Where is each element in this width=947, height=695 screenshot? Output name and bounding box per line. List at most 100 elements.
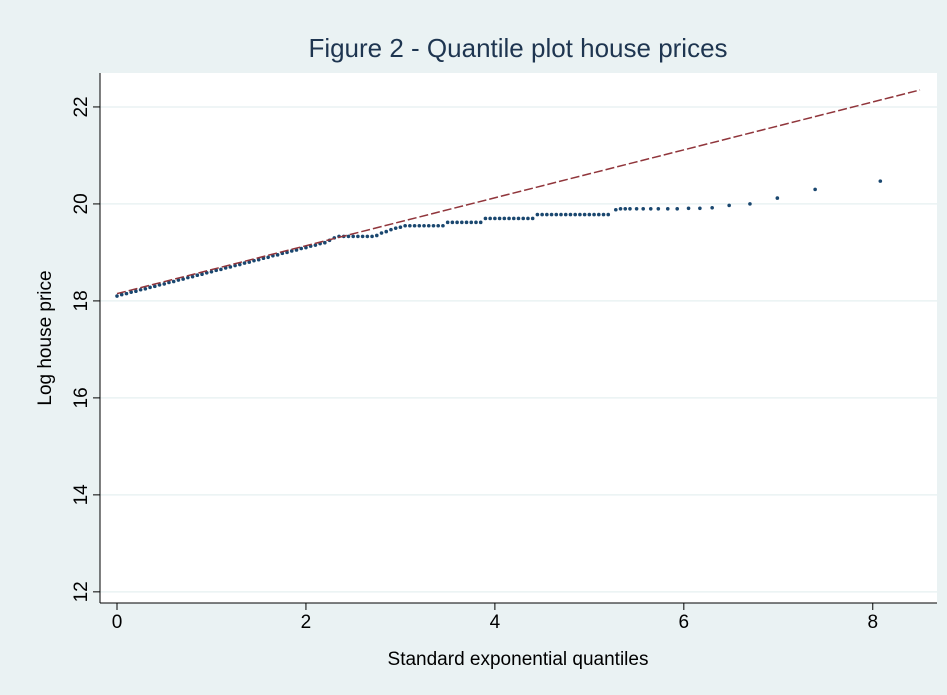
data-point xyxy=(559,212,563,217)
data-point xyxy=(190,274,195,279)
data-point xyxy=(511,216,516,221)
data-point xyxy=(474,220,478,225)
data-point xyxy=(493,216,497,221)
data-point xyxy=(634,206,639,211)
data-point xyxy=(656,206,661,211)
data-point xyxy=(535,212,540,217)
data-point xyxy=(356,234,360,239)
data-point xyxy=(578,212,582,217)
data-point xyxy=(176,278,181,282)
data-point xyxy=(488,216,492,221)
data-point xyxy=(379,231,384,235)
data-point xyxy=(351,234,355,239)
data-point xyxy=(115,294,119,298)
data-point xyxy=(408,223,412,228)
x-tick-label: 4 xyxy=(490,612,501,633)
data-point xyxy=(648,206,653,211)
data-point xyxy=(596,212,601,217)
y-tick-label: 22 xyxy=(71,96,92,117)
data-point xyxy=(587,212,592,217)
data-point xyxy=(445,220,450,225)
data-point xyxy=(186,275,190,280)
data-point xyxy=(167,280,171,285)
data-point xyxy=(554,212,559,217)
data-point xyxy=(247,260,252,264)
data-point xyxy=(727,203,731,208)
data-point xyxy=(195,273,200,278)
data-point xyxy=(540,212,544,217)
data-point xyxy=(209,270,214,274)
data-point xyxy=(138,287,143,292)
x-tick-label: 8 xyxy=(867,612,878,633)
data-point xyxy=(464,220,469,225)
data-point xyxy=(601,212,606,217)
data-point xyxy=(698,206,702,211)
x-axis-label: Standard exponential quantiles xyxy=(388,649,649,670)
data-point xyxy=(441,223,445,228)
data-point xyxy=(431,223,436,228)
data-point xyxy=(483,216,488,221)
data-point xyxy=(813,187,817,192)
data-point xyxy=(422,223,426,228)
data-point xyxy=(568,212,573,217)
data-point xyxy=(469,220,474,225)
data-point xyxy=(582,212,587,217)
chart-title: Figure 2 - Quantile plot house prices xyxy=(308,33,727,63)
data-point xyxy=(530,216,535,221)
data-point xyxy=(238,262,242,267)
data-point xyxy=(436,223,441,228)
data-point xyxy=(686,206,691,211)
data-point xyxy=(289,249,294,253)
x-tick-label: 6 xyxy=(679,612,690,633)
data-point xyxy=(614,207,618,212)
data-point xyxy=(370,234,374,239)
data-point xyxy=(573,212,577,217)
data-point xyxy=(242,261,247,265)
data-point xyxy=(200,272,204,277)
data-point xyxy=(507,216,511,221)
data-point xyxy=(374,233,379,238)
x-tick-label: 0 xyxy=(112,612,123,633)
data-point xyxy=(152,284,157,289)
data-point xyxy=(204,270,209,275)
data-point xyxy=(181,277,185,281)
data-point xyxy=(455,220,459,225)
data-point xyxy=(275,253,280,257)
data-point xyxy=(549,212,554,217)
y-axis-label: Log house price xyxy=(35,270,56,405)
data-point xyxy=(497,216,502,221)
data-point xyxy=(460,220,464,225)
data-point xyxy=(266,255,270,260)
data-point xyxy=(628,206,632,211)
data-point xyxy=(384,229,389,234)
data-point xyxy=(119,292,124,297)
data-point xyxy=(228,265,233,269)
x-tick-label: 2 xyxy=(301,612,312,633)
data-point xyxy=(313,243,318,247)
plot-area xyxy=(100,73,937,603)
data-point xyxy=(563,212,568,217)
data-point xyxy=(450,220,455,225)
data-point xyxy=(592,212,596,217)
data-point xyxy=(412,223,417,228)
data-point xyxy=(143,286,148,291)
y-tick-label: 14 xyxy=(71,484,92,506)
data-point xyxy=(478,220,483,225)
data-point xyxy=(171,279,176,284)
data-point xyxy=(285,250,289,255)
data-point xyxy=(157,283,162,287)
y-tick-label: 12 xyxy=(71,581,92,602)
data-point xyxy=(346,234,351,239)
y-tick-label: 16 xyxy=(71,387,92,408)
data-point xyxy=(521,216,526,221)
data-point xyxy=(641,206,645,211)
data-point xyxy=(606,212,611,217)
data-point xyxy=(618,206,623,211)
data-point xyxy=(360,234,365,239)
data-point xyxy=(775,196,780,200)
data-point xyxy=(710,206,714,210)
data-point xyxy=(878,179,883,183)
data-point xyxy=(134,289,138,294)
data-point xyxy=(403,223,407,228)
